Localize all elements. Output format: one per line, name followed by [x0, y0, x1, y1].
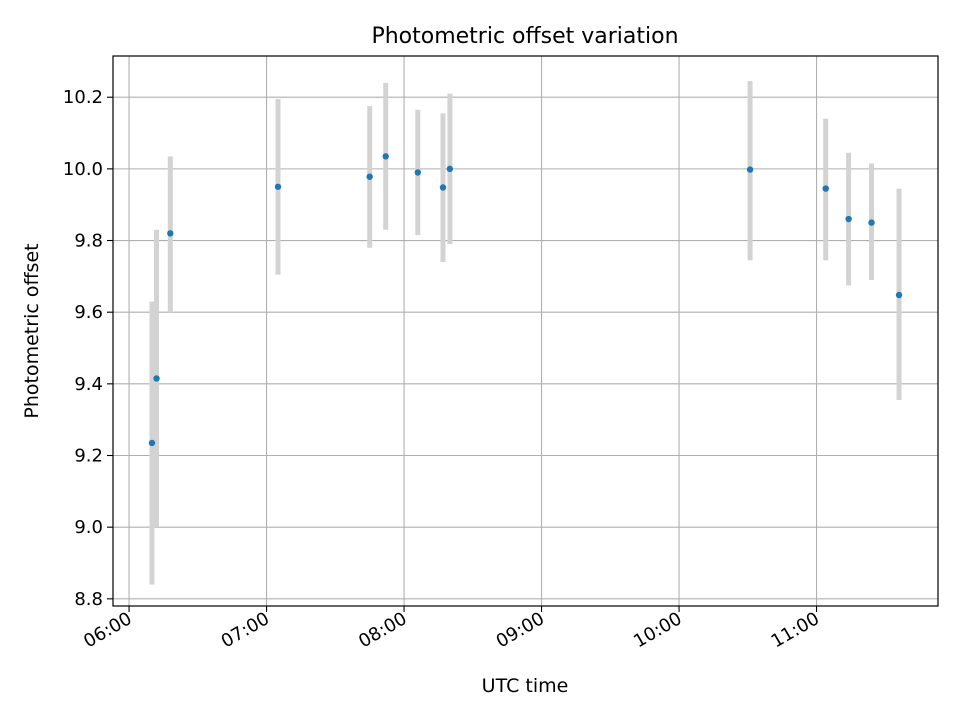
data-point — [382, 153, 389, 160]
y-tick-label: 8.8 — [74, 589, 103, 610]
data-point — [746, 166, 754, 173]
y-axis-ticks: 8.8 9.0 9.2 9.4 9.6 9.8 10.0 10.2 — [63, 87, 113, 610]
y-tick-label: 10.2 — [63, 87, 103, 108]
data-point — [414, 169, 421, 176]
chart-title: Photometric offset variation — [371, 24, 678, 49]
y-tick-label: 10.0 — [63, 159, 103, 180]
data-point — [274, 183, 282, 190]
data-point — [845, 215, 852, 223]
y-tick-label: 9.4 — [74, 374, 103, 395]
data-point — [148, 439, 156, 447]
y-axis-label: Photometric offset — [21, 243, 43, 418]
plot-frame — [112, 55, 939, 607]
data-point — [895, 291, 903, 299]
data-point — [446, 165, 454, 173]
data-point — [366, 173, 373, 180]
data-point — [153, 375, 160, 382]
y-tick-label: 9.6 — [74, 302, 103, 323]
data-point — [822, 185, 829, 192]
grid — [113, 56, 938, 606]
data-points — [148, 153, 903, 447]
x-axis-label: UTC time — [482, 675, 569, 697]
data-point — [439, 184, 447, 191]
y-tick-label: 9.0 — [74, 517, 103, 538]
data-point — [167, 230, 174, 237]
y-tick-label: 9.8 — [74, 231, 103, 252]
y-tick-label: 9.2 — [74, 446, 103, 467]
data-point — [868, 219, 875, 226]
